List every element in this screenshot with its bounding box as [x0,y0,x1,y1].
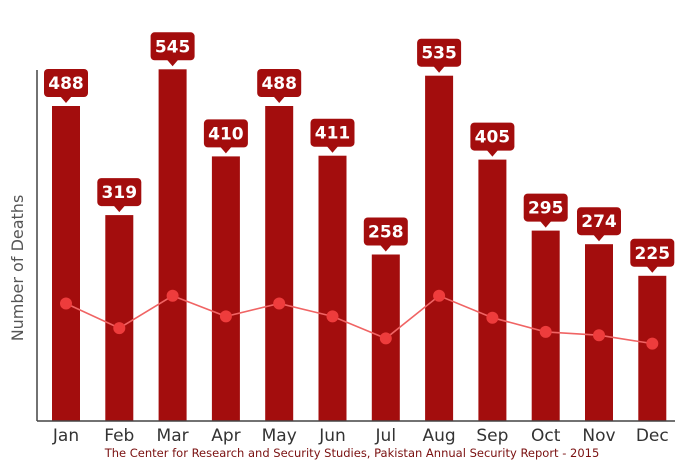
trend-marker-sep [486,311,499,324]
data-label-box [523,193,568,222]
bars-group [52,69,667,422]
data-label-box [310,118,355,147]
bar-apr [211,156,240,421]
x-tick-jun: Jun [318,426,346,446]
x-tick-may: May [262,426,297,446]
x-tick-labels-group: Jan Feb Mar Apr May Jun Jul Aug Sep Oct Nov Dec [52,426,669,446]
x-tick-jan: Jan [52,426,79,446]
data-label-box [417,38,462,67]
source-note: The Center for Research and Security Stu… [104,446,600,460]
data-label-text: 488 [261,74,297,94]
data-label-oct: 295 [523,193,568,228]
bar-jun [318,155,347,421]
trend-line-group [60,289,659,350]
data-label-dec: 225 [630,238,675,273]
data-label-text: 545 [155,37,191,57]
data-label-text: 405 [475,128,511,148]
data-label-text: 258 [368,223,404,243]
data-label-box [577,207,621,236]
data-label-nov: 274 [577,207,621,242]
data-label-text: 225 [635,244,671,264]
data-label-pointer [593,234,605,242]
data-label-pointer [60,96,72,103]
x-tick-jul: Jul [375,426,397,446]
data-label-box [363,217,408,246]
x-tick-apr: Apr [211,426,240,446]
trend-marker-nov [593,329,605,342]
trend-marker-jul [379,332,392,345]
x-tick-aug: Aug [422,426,455,446]
data-label-pointer [273,96,286,103]
trend-marker-may [273,297,286,310]
trend-marker-oct [539,325,552,338]
x-tick-mar: Mar [157,426,189,446]
trend-line [65,294,653,345]
data-label-box [97,178,142,207]
y-axis-title: Number of Deaths [8,195,27,342]
trend-marker-apr [219,310,232,323]
bar-sep [478,159,507,421]
data-label-jul: 258 [363,217,408,252]
bar-mar [158,69,187,422]
data-label-text: 410 [208,124,244,144]
data-label-pointer [433,65,446,73]
data-labels-group: 488 319 545 410 488 411 258 535 405 295 274 225 [44,32,675,273]
axes-group [36,70,675,422]
data-label-pointer [166,59,179,67]
data-label-mar: 545 [150,32,195,67]
data-label-text: 535 [421,44,457,64]
data-label-text: 274 [581,212,617,232]
trend-marker-jun [326,310,339,323]
data-label-box [470,122,515,151]
x-tick-nov: Nov [582,426,615,446]
data-label-text: 319 [102,183,138,203]
data-label-pointer [539,220,552,228]
data-label-pointer [646,265,659,273]
data-label-jan: 488 [44,69,88,103]
bar-feb [105,215,134,421]
bar-aug [425,75,454,421]
trend-marker-dec [646,337,659,350]
data-label-text: 488 [48,74,84,94]
data-label-feb: 319 [97,178,142,213]
data-label-box [150,32,195,61]
bar-oct [531,230,560,421]
data-label-pointer [219,146,232,154]
bar-may [265,106,294,421]
data-label-box [257,69,302,97]
data-label-may: 488 [257,69,302,103]
x-tick-oct: Oct [531,426,561,446]
x-tick-sep: Sep [476,426,508,446]
data-label-pointer [379,244,392,252]
x-tick-dec: Dec [636,426,669,446]
trend-marker-feb [113,322,126,335]
trend-marker-aug [433,289,446,302]
data-label-box [203,119,248,148]
data-label-box [630,238,675,267]
data-label-sep: 405 [470,122,515,157]
data-label-apr: 410 [203,119,248,154]
data-label-box [44,69,88,97]
bar-jan [52,106,80,421]
data-label-text: 411 [315,124,351,144]
x-tick-feb: Feb [104,426,134,446]
trend-marker-mar [166,289,179,302]
data-label-jun: 411 [310,118,355,153]
data-label-aug: 535 [417,38,462,73]
trend-marker-jan [60,297,72,310]
data-label-pointer [113,205,126,213]
data-label-pointer [326,145,339,153]
data-label-pointer [486,149,499,157]
data-label-text: 295 [528,199,564,219]
